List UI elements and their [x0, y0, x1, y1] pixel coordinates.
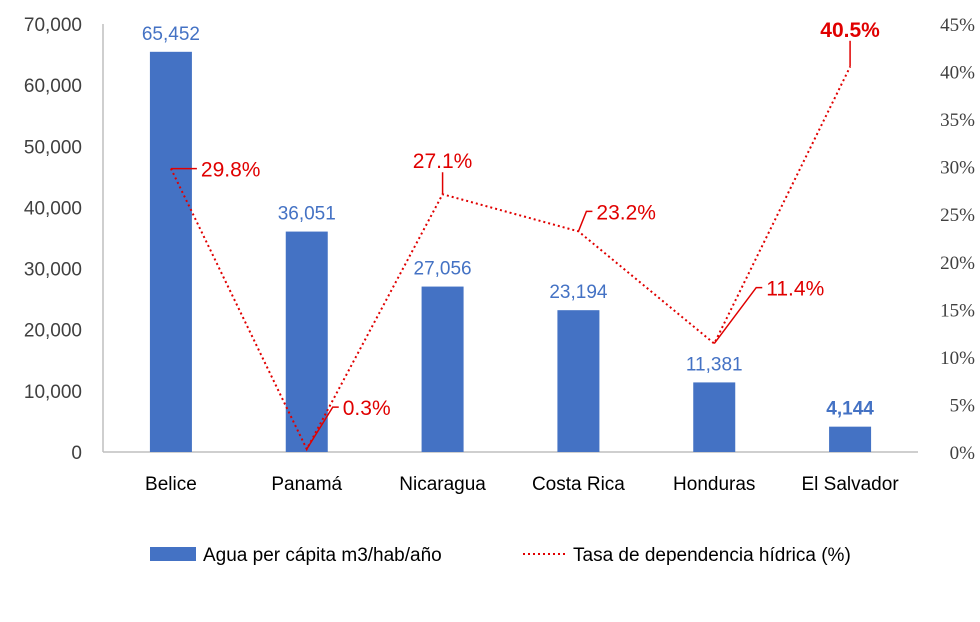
bar-value-label: 27,056	[414, 259, 472, 280]
bar	[285, 231, 328, 452]
left-tick-label: 40,000	[24, 198, 82, 219]
left-tick-label: 20,000	[24, 321, 82, 342]
legend-bar-label: Agua per cápita m3/hab/año	[203, 545, 442, 566]
bar-value-label: 4,144	[826, 399, 874, 420]
bar-data-labels: 65,452 36,051 27,056 23,194 11,381 4,144	[142, 24, 874, 420]
line-data-labels: 29.8% 0.3% 27.1% 23.2% 11.4% 40.5%	[201, 19, 880, 420]
bar	[557, 310, 600, 452]
category-label: Honduras	[673, 474, 755, 495]
category-label: Costa Rica	[532, 474, 625, 495]
bar-series	[149, 51, 872, 452]
bar-value-label: 23,194	[549, 282, 608, 303]
right-tick-label: 25%	[940, 205, 975, 226]
right-tick-label: 20%	[940, 253, 975, 274]
bar-value-label: 36,051	[278, 204, 336, 225]
line-value-label: 27.1%	[413, 150, 473, 173]
line-value-label: 29.8%	[201, 159, 261, 182]
bar	[149, 51, 192, 452]
legend: Agua per cápita m3/hab/año Tasa de depen…	[150, 545, 851, 566]
line-value-label: 40.5%	[820, 19, 880, 42]
right-axis-ticks: 0% 5% 10% 15% 20% 25% 30% 35% 40% 45%	[940, 15, 975, 464]
bar-value-label: 11,381	[686, 354, 743, 375]
right-tick-label: 40%	[940, 63, 975, 84]
left-axis-ticks: 0 10,000 20,000 30,000 40,000 50,000 60,000 70,…	[24, 15, 82, 464]
left-tick-label: 30,000	[24, 260, 82, 281]
category-label: Panamá	[271, 474, 342, 495]
left-tick-label: 0	[71, 443, 82, 464]
right-tick-label: 35%	[940, 110, 975, 131]
category-label: Nicaragua	[399, 474, 486, 495]
category-label: El Salvador	[801, 474, 899, 495]
line-value-label: 23.2%	[596, 201, 656, 224]
right-tick-label: 45%	[940, 15, 975, 36]
bar	[829, 426, 872, 452]
right-tick-label: 5%	[950, 395, 976, 416]
left-tick-label: 50,000	[24, 137, 82, 158]
right-tick-label: 15%	[940, 300, 975, 321]
left-tick-label: 70,000	[24, 15, 82, 36]
bar-value-label: 65,452	[142, 24, 200, 45]
right-tick-label: 10%	[940, 348, 975, 369]
label-leader	[577, 210, 593, 232]
left-tick-label: 10,000	[24, 382, 82, 403]
right-tick-label: 0%	[950, 443, 976, 464]
bar	[693, 382, 736, 452]
category-labels: Belice Panamá Nicaragua Costa Rica Honduras E…	[145, 474, 899, 495]
line-label-leaders	[170, 40, 851, 450]
line-value-label: 11.4%	[766, 278, 824, 301]
right-tick-label: 30%	[940, 158, 975, 179]
dependency-line	[170, 66, 851, 452]
label-leader	[306, 406, 339, 450]
legend-line-label: Tasa de dependencia hídrica (%)	[573, 545, 851, 566]
line-value-label: 0.3%	[343, 397, 391, 420]
bar	[421, 286, 464, 452]
left-tick-label: 60,000	[24, 76, 82, 97]
label-leader	[713, 286, 763, 345]
legend-bar-swatch	[150, 547, 196, 561]
category-label: Belice	[145, 474, 197, 495]
